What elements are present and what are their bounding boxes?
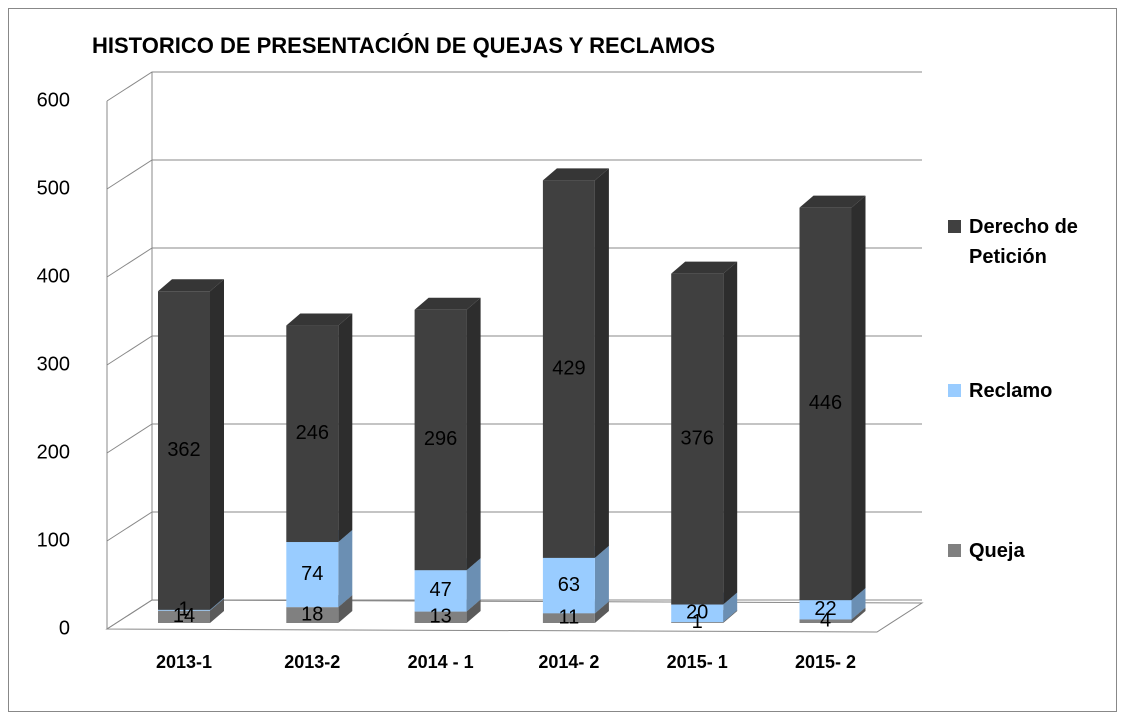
data-label: 362 <box>167 439 200 461</box>
bar-top <box>671 261 738 274</box>
bar-side <box>210 598 224 623</box>
legend-item: Queja <box>948 536 1118 566</box>
legend-item: Derecho de Petición <box>948 212 1118 272</box>
bar-side <box>594 545 609 614</box>
bar <box>671 273 724 605</box>
legend-swatch <box>948 384 961 397</box>
bar <box>158 610 210 623</box>
y-tick-label: 200 <box>37 441 70 463</box>
data-label: 14 <box>173 605 195 627</box>
bar-side <box>723 610 738 623</box>
bar <box>286 607 339 623</box>
x-tick-label: 2013-2 <box>284 652 340 672</box>
bar-side <box>466 599 481 623</box>
data-label: 446 <box>809 392 842 414</box>
y-tick-label: 500 <box>37 177 70 199</box>
bar <box>799 619 852 623</box>
bar <box>671 622 724 623</box>
x-tick-label: 2015- 2 <box>795 652 856 672</box>
y-tick-label: 100 <box>37 529 70 551</box>
bar-side <box>466 558 481 612</box>
bar <box>799 600 852 620</box>
data-label: 22 <box>814 598 836 620</box>
grid-line <box>106 511 922 542</box>
data-label: 4 <box>820 610 831 632</box>
bar <box>158 291 210 610</box>
bar <box>414 611 467 623</box>
y-tick-label: 400 <box>37 265 70 287</box>
grid-line <box>106 247 922 278</box>
data-label: 13 <box>429 606 451 628</box>
bar-side <box>851 607 866 623</box>
y-tick-label: 300 <box>37 353 70 375</box>
bar-side <box>594 601 609 623</box>
bar <box>542 557 595 614</box>
bar-side <box>210 597 224 611</box>
bar-side <box>594 168 609 558</box>
grid-line <box>106 159 922 190</box>
bar <box>799 207 852 601</box>
bar-side <box>851 195 866 601</box>
data-label: 296 <box>424 428 457 450</box>
legend-item: Reclamo <box>948 376 1118 406</box>
data-label: 18 <box>301 603 323 625</box>
bar-top <box>286 313 353 326</box>
bar-top <box>799 195 866 208</box>
x-tick-label: 2014 - 1 <box>408 652 474 672</box>
bar <box>414 570 467 612</box>
grid-line <box>106 599 922 630</box>
data-label: 246 <box>296 422 329 444</box>
bar-top <box>158 279 224 292</box>
grid-line <box>106 335 922 366</box>
x-tick-label: 2015- 1 <box>667 652 728 672</box>
bar <box>671 604 724 623</box>
data-label: 20 <box>686 602 708 624</box>
legend-swatch <box>948 544 961 557</box>
legend-label: Reclamo <box>969 380 1053 402</box>
data-label: 11 <box>559 606 580 628</box>
bar-side <box>723 592 738 623</box>
data-label: 376 <box>681 427 714 449</box>
bar-side <box>210 279 224 610</box>
data-label: 1 <box>692 611 703 633</box>
bar-side <box>723 261 738 605</box>
bar-side <box>466 297 481 571</box>
bar-top <box>542 168 609 181</box>
bar <box>158 609 210 611</box>
grid-line <box>106 423 922 454</box>
bar-side <box>338 313 353 543</box>
data-label: 429 <box>552 357 585 379</box>
x-tick-label: 2013-1 <box>156 652 212 672</box>
chart-title: HISTORICO DE PRESENTACIÓN DE QUEJAS Y RE… <box>92 33 715 58</box>
bar-side <box>338 595 353 623</box>
y-tick-label: 600 <box>37 89 70 111</box>
bar-top <box>414 297 481 310</box>
data-label: 47 <box>429 579 451 601</box>
bar <box>286 542 339 608</box>
data-label: 63 <box>558 574 580 596</box>
legend-label: Derecho de Petición <box>969 216 1078 268</box>
grid-line <box>106 71 922 102</box>
data-label: 74 <box>301 563 323 585</box>
y-tick-label: 0 <box>59 617 70 639</box>
x-tick-label: 2014- 2 <box>538 652 599 672</box>
bar-side <box>338 530 353 608</box>
bar <box>414 309 467 571</box>
legend-swatch <box>948 220 961 233</box>
legend-label: Queja <box>969 540 1025 562</box>
bar-side <box>851 588 866 620</box>
bar <box>286 325 339 543</box>
bar <box>542 180 595 558</box>
data-label: 1 <box>178 599 189 621</box>
bar <box>542 613 595 623</box>
